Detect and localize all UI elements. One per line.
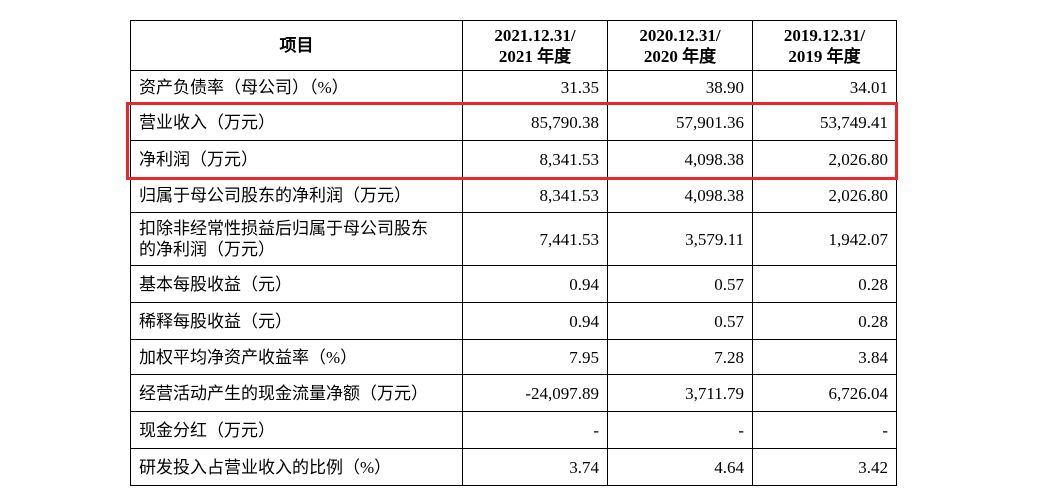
table-row: 研发投入占营业收入的比例（%） 3.74 4.64 3.42: [130, 448, 897, 486]
value-cell: 3,711.79: [607, 374, 753, 412]
value-cell: -: [607, 411, 753, 449]
value-cell: 3.84: [752, 339, 897, 375]
header-line: 2021.12.31/: [494, 25, 576, 45]
row-label: 资产负债率（母公司）（%）: [130, 70, 463, 104]
value-cell: 3.42: [752, 448, 897, 486]
value-cell: 7.28: [607, 339, 753, 375]
value-cell: 1,942.07: [752, 212, 897, 266]
table-row: 营业收入（万元） 85,790.38 57,901.36 53,749.41: [130, 103, 897, 141]
table-row: 加权平均净资产收益率（%） 7.95 7.28 3.84: [130, 339, 897, 375]
value-cell: 6,726.04: [752, 374, 897, 412]
value-cell: 4.64: [607, 448, 753, 486]
value-cell: 0.28: [752, 302, 897, 340]
financial-table: 项目 2021.12.31/2021 年度 2020.12.31/2020 年度 20…: [130, 20, 897, 486]
value-cell: 38.90: [607, 70, 753, 104]
header-cell: 2020.12.31/2020 年度: [607, 20, 753, 71]
row-label: 加权平均净资产收益率（%）: [130, 339, 463, 375]
table-row: 稀释每股收益（元） 0.94 0.57 0.28: [130, 302, 897, 340]
header-line: 项目: [279, 36, 314, 55]
value-cell: 85,790.38: [462, 103, 608, 141]
header-line: 2021 年度: [498, 46, 572, 66]
table-row: 资产负债率（母公司）（%） 31.35 38.90 34.01: [130, 70, 897, 104]
value-cell: 3.74: [462, 448, 608, 486]
value-cell: 0.57: [607, 265, 753, 303]
value-cell: 31.35: [462, 70, 608, 104]
header-line: 2020 年度: [643, 46, 717, 66]
value-cell: 0.94: [462, 302, 608, 340]
table-row: 经营活动产生的现金流量净额（万元） -24,097.89 3,711.79 6,726…: [130, 374, 897, 412]
value-cell: -: [752, 411, 897, 449]
value-cell: 7.95: [462, 339, 608, 375]
table-row: 净利润（万元） 8,341.53 4,098.38 2,026.80: [130, 140, 897, 178]
value-cell: 34.01: [752, 70, 897, 104]
header-line: 2019 年度: [788, 46, 861, 66]
value-cell: 2,026.80: [752, 140, 897, 178]
table-row: 基本每股收益（元） 0.94 0.57 0.28: [130, 265, 897, 303]
value-cell: 4,098.38: [607, 140, 753, 178]
row-label: 营业收入（万元）: [130, 103, 463, 141]
row-label: 基本每股收益（元）: [130, 265, 463, 303]
row-label: 研发投入占营业收入的比例（%）: [130, 448, 463, 486]
table-row: 归属于母公司股东的净利润（万元） 8,341.53 4,098.38 2,026.80: [130, 177, 897, 213]
header-line: 2020.12.31/: [639, 25, 721, 45]
value-cell: -: [462, 411, 608, 449]
header-cell: 项目: [130, 20, 463, 71]
value-cell: 8,341.53: [462, 177, 608, 213]
row-label: 归属于母公司股东的净利润（万元）: [130, 177, 463, 213]
header-cell: 2021.12.31/2021 年度: [462, 20, 608, 71]
header-cell: 2019.12.31/2019 年度: [752, 20, 897, 71]
value-cell: 7,441.53: [462, 212, 608, 266]
value-cell: 2,026.80: [752, 177, 897, 213]
row-label: 稀释每股收益（元）: [130, 302, 463, 340]
row-label: 经营活动产生的现金流量净额（万元）: [130, 374, 463, 412]
value-cell: 3,579.11: [607, 212, 753, 266]
header-row: 项目 2021.12.31/2021 年度 2020.12.31/2020 年度 20…: [130, 20, 897, 71]
row-label: 净利润（万元）: [130, 140, 463, 178]
table-row: 扣除非经常性损益后归属于母公司股东的净利润（万元） 7,441.53 3,579.1…: [130, 212, 897, 266]
header-line: 2019.12.31/: [783, 25, 866, 45]
value-cell: 0.28: [752, 265, 897, 303]
row-label: 现金分红（万元）: [130, 411, 463, 449]
table-row: 现金分红（万元） - - -: [130, 411, 897, 449]
value-cell: 0.57: [607, 302, 753, 340]
value-cell: 4,098.38: [607, 177, 753, 213]
value-cell: -24,097.89: [462, 374, 608, 412]
highlight-box: [126, 102, 898, 180]
value-cell: 0.94: [462, 265, 608, 303]
row-label: 扣除非经常性损益后归属于母公司股东的净利润（万元）: [130, 212, 463, 266]
